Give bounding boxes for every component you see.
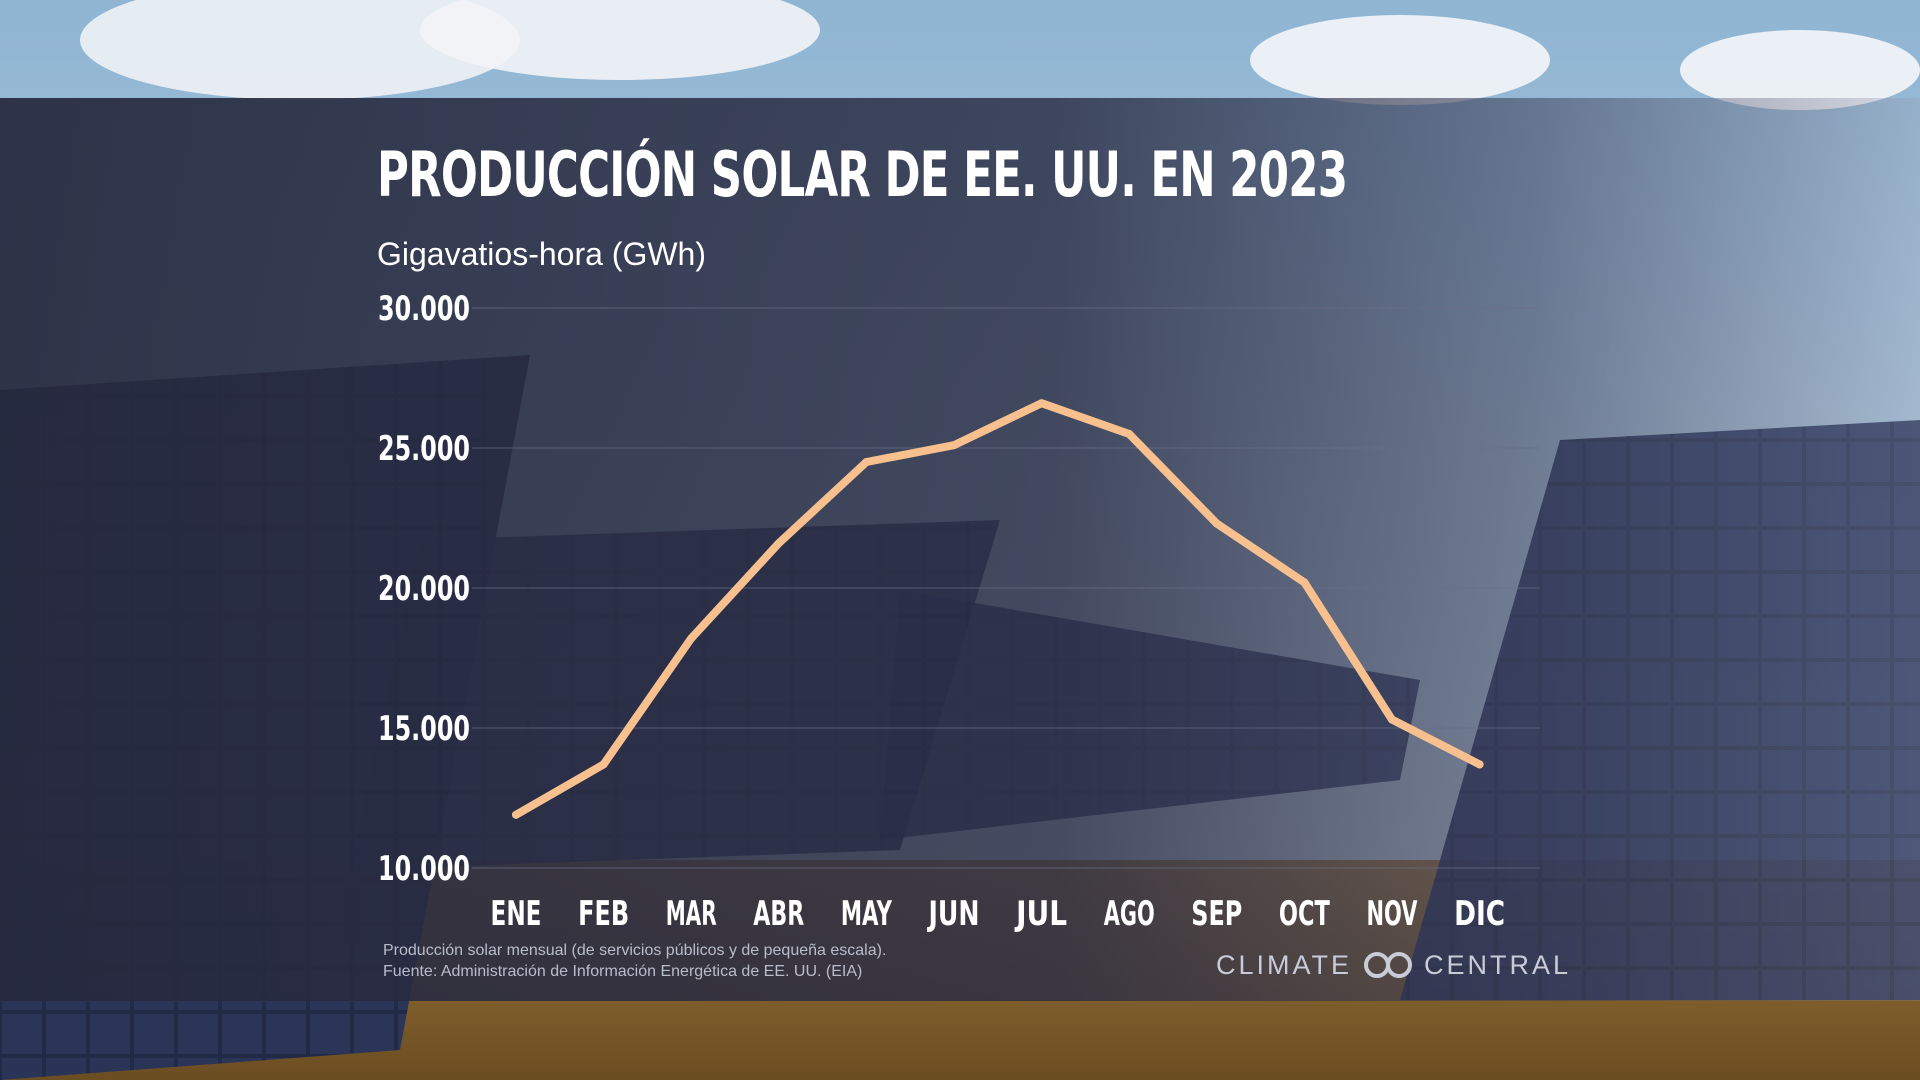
chart-title: PRODUCCIÓN SOLAR DE EE. UU. EN 2023 (377, 138, 1348, 211)
y-tick-label: 30.000 (378, 289, 470, 329)
x-tick-label-ago: AGO (1104, 894, 1155, 934)
data-point-abr (774, 539, 783, 548)
data-point-ago (1125, 430, 1134, 438)
data-point-may (862, 458, 871, 466)
y-tick-label: 15.000 (378, 709, 470, 749)
data-point-ene (512, 810, 520, 819)
data-point-nov (1388, 715, 1396, 724)
x-tick-label-may: MAY (841, 894, 892, 934)
x-tick-label-nov: NOV (1367, 894, 1418, 934)
x-tick-label-sep: SEP (1191, 894, 1242, 934)
data-point-jun (950, 441, 958, 450)
x-tick-label-abr: ABR (753, 894, 804, 934)
data-point-feb (599, 760, 608, 769)
climate-central-logo-icon (1364, 952, 1413, 978)
data-point-mar (687, 634, 696, 643)
footnote-line-1: Producción solar mensual (de servicios p… (383, 942, 887, 959)
x-tick-label-mar: MAR (666, 894, 717, 934)
x-tick-label-oct: OCT (1279, 894, 1331, 934)
chart-backdrop-band (0, 98, 1920, 1001)
y-tick-label: 25.000 (378, 429, 470, 469)
x-tick-label-jul: JUL (1014, 894, 1067, 934)
x-tick-label-ene: ENE (491, 894, 542, 934)
data-point-dic (1475, 760, 1484, 769)
data-points (512, 399, 1484, 819)
footnote-line-2: Fuente: Administración de Información En… (383, 963, 863, 980)
x-tick-labels: ENE FEB MAR ABR MAY JUN JUL AGO SEP OCT NOV DIC (491, 894, 1506, 934)
x-tick-label-jun: JUN (927, 894, 979, 934)
y-tick-labels: 10.000 15.000 20.000 25.000 30.000 (378, 289, 470, 889)
brand-word-central: CENTRAL (1424, 949, 1572, 980)
x-tick-label-feb: FEB (578, 894, 629, 934)
climate-central-brand: CLIMATE CENTRAL (1216, 948, 1571, 982)
data-point-jul (1037, 399, 1046, 408)
gridlines (472, 307, 1540, 869)
y-axis-label: Gigavatios-hora (GWh) (377, 236, 706, 272)
series-line (512, 399, 1484, 819)
y-tick-label: 10.000 (378, 849, 470, 889)
brand-word-climate: CLIMATE (1216, 949, 1353, 980)
data-point-oct (1300, 578, 1309, 587)
data-point-sep (1212, 519, 1221, 528)
x-tick-label-dic: DIC (1454, 894, 1505, 934)
source-footnote: Producción solar mensual (de servicios p… (383, 940, 886, 982)
y-tick-label: 20.000 (378, 569, 470, 609)
